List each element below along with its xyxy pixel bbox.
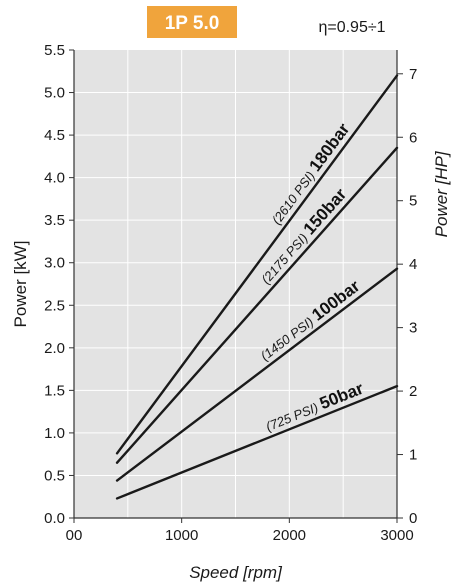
y-left-tick-label: 4.5 bbox=[44, 127, 65, 144]
y-left-tick-label: 3.0 bbox=[44, 255, 65, 272]
series-line-50bar bbox=[115, 384, 399, 500]
x-tick-label: 00 bbox=[66, 527, 83, 544]
model-label: 1P 5.0 bbox=[165, 13, 220, 34]
y-right-tick-label: 3 bbox=[409, 320, 417, 337]
y-right-tick-label: 2 bbox=[409, 383, 417, 400]
series-line-150bar bbox=[115, 146, 399, 464]
series-line-180bar bbox=[115, 74, 399, 455]
y-left-tick-label: 0.5 bbox=[44, 467, 65, 484]
y-right-tick-label: 4 bbox=[409, 256, 417, 273]
y-left-tick-label: 0.0 bbox=[44, 510, 65, 527]
y-right-tick-label: 0 bbox=[409, 510, 417, 527]
y-left-tick-label: 5.0 bbox=[44, 85, 65, 102]
y-left-tick-label: 4.0 bbox=[44, 170, 65, 187]
y-left-tick-label: 5.5 bbox=[44, 42, 65, 59]
efficiency-label: η=0.95÷1 bbox=[318, 19, 385, 36]
y-left-tick-label: 2.0 bbox=[44, 340, 65, 357]
series-line-100bar bbox=[115, 267, 399, 482]
x-tick-label: 1000 bbox=[165, 527, 198, 544]
x-tick-label: 3000 bbox=[380, 527, 413, 544]
y-left-tick-label: 1.0 bbox=[44, 425, 65, 442]
tick-labels: 0.0 0.5 1.0 1.5 2.0 2.5 3.0 3.5 4.0 4.5 5.0 5.5 0 1 2 3… bbox=[44, 42, 417, 544]
x-tick-label: 2000 bbox=[273, 527, 306, 544]
y-axis-right-title: Power [HP] bbox=[432, 150, 451, 237]
y-axis-left-title: Power [kW] bbox=[11, 241, 30, 328]
y-left-tick-label: 2.5 bbox=[44, 297, 65, 314]
grid bbox=[74, 50, 397, 518]
y-right-tick-label: 6 bbox=[409, 129, 417, 146]
y-right-tick-label: 5 bbox=[409, 193, 417, 210]
y-left-tick-label: 3.5 bbox=[44, 212, 65, 229]
model-badge bbox=[147, 6, 237, 38]
y-left-tick-label: 1.5 bbox=[44, 382, 65, 399]
y-right-tick-label: 1 bbox=[409, 447, 417, 464]
axes bbox=[69, 49, 403, 523]
x-axis-title: Speed [rpm] bbox=[189, 563, 283, 582]
series-lines bbox=[115, 74, 399, 500]
y-right-tick-label: 7 bbox=[409, 66, 417, 83]
